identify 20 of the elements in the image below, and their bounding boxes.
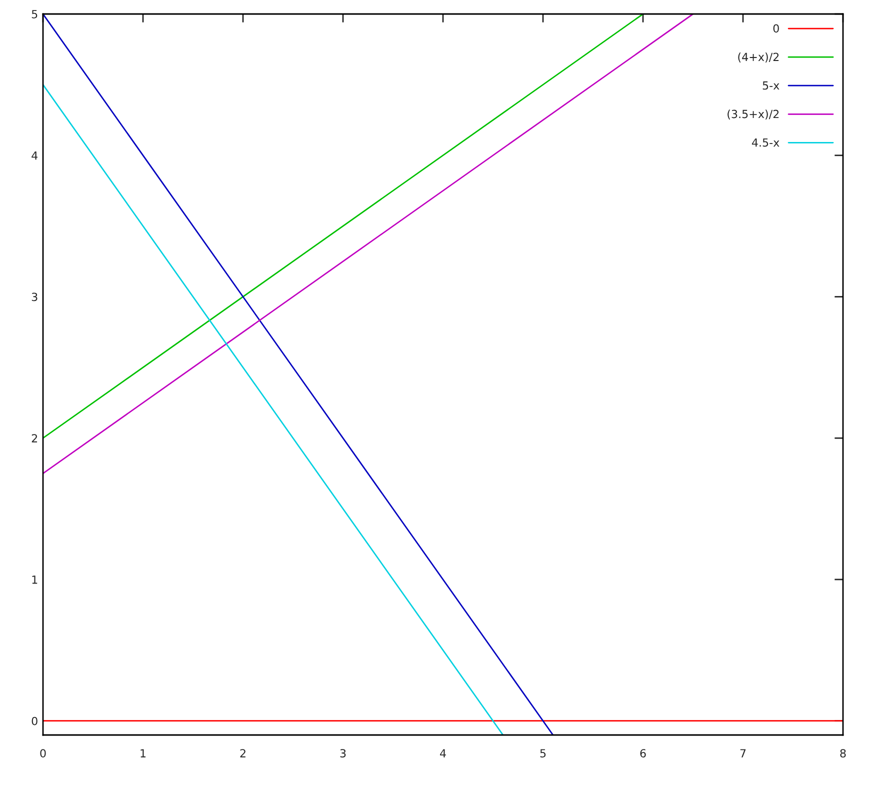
x-tick-label: 2: [240, 749, 246, 758]
legend-label: 4.5-x: [752, 138, 780, 147]
y-tick-label: 1: [32, 576, 38, 584]
y-tick-label: 3: [32, 292, 38, 302]
legend-label: (4+x)/2: [738, 52, 779, 62]
x-tick-label: 1: [140, 749, 146, 758]
legend-label: 0: [773, 24, 779, 33]
x-tick-label: 7: [740, 749, 746, 758]
x-tick-label: 6: [640, 749, 646, 758]
y-tick-label: 0: [32, 716, 38, 726]
y-tick-label: 4: [32, 151, 38, 160]
x-tick-label: 0: [40, 749, 46, 758]
y-tick-label: 2: [32, 434, 38, 442]
y-tick-label: 5: [32, 10, 38, 18]
legend-label: (3.5+x)/2: [728, 110, 779, 120]
legend-label: 5-x: [762, 81, 780, 90]
x-tick-label: 4: [440, 749, 446, 758]
x-tick-label: 8: [840, 749, 846, 758]
x-tick-label: 5: [540, 749, 546, 758]
x-tick-label: 3: [340, 749, 346, 758]
